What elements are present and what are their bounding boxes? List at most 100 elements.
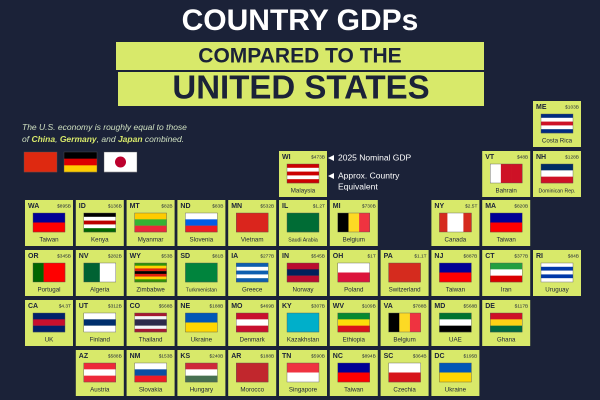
title-line-1: COUNTRY GDPs xyxy=(182,4,419,37)
country-name: Singapore xyxy=(289,387,318,394)
flag-stripe xyxy=(337,263,370,273)
flag-stripe xyxy=(185,263,218,283)
flag-stripe xyxy=(236,325,269,333)
flag-border xyxy=(185,312,218,333)
flag-stripe xyxy=(439,272,472,283)
country-name: Iran xyxy=(501,287,512,294)
country-name: Czechia xyxy=(393,387,416,394)
flag-stripe xyxy=(439,325,472,333)
flag-stripe xyxy=(388,313,400,332)
flag-stripe xyxy=(399,313,411,332)
country-name: Costa Rica xyxy=(542,138,573,145)
flag-stripe xyxy=(337,319,370,326)
flag-stripe xyxy=(490,313,523,320)
flag-stripe xyxy=(447,213,456,232)
country-name: Denmark xyxy=(240,337,266,344)
flag-stripe xyxy=(439,263,472,273)
state-abbr: MI xyxy=(333,203,341,210)
state-tile: VT $48B Bahrain xyxy=(482,151,531,197)
country-name: Saudi Arabia xyxy=(288,237,318,243)
state-tile: CT $377B Iran xyxy=(482,250,531,296)
flag xyxy=(235,362,269,383)
flag xyxy=(337,212,370,233)
flag-stripe xyxy=(134,263,167,266)
flag-stripe xyxy=(83,220,116,225)
flag xyxy=(235,212,269,233)
flag-border xyxy=(63,151,98,173)
state-abbr: MO xyxy=(231,303,243,310)
legend-gdp: 2025 Nominal GDP xyxy=(338,152,412,162)
state-tile: CA $4.3T UK xyxy=(25,300,73,346)
flag xyxy=(185,212,218,233)
flag-border xyxy=(337,312,370,333)
country-name: Bahrain xyxy=(496,188,518,195)
flag-border xyxy=(235,312,269,333)
flag-stripe xyxy=(490,325,523,333)
flag xyxy=(185,262,218,283)
title-box-2 xyxy=(116,42,484,70)
flag-emblem xyxy=(115,156,126,168)
state-gdp: $1.2T xyxy=(313,203,325,209)
state-abbr: NH xyxy=(536,154,546,161)
flag xyxy=(439,212,472,233)
country-name: Kazakhstan xyxy=(287,337,320,344)
state-abbr: NM xyxy=(130,353,141,360)
intro-segment: , and xyxy=(97,134,118,144)
state-gdp: $128B xyxy=(565,154,579,160)
country-name: Turkmenistan xyxy=(186,287,217,293)
state-tile: WY $53B Zimbabwe xyxy=(126,250,175,296)
state-tile: PA $1.1T Switzerland xyxy=(380,250,429,296)
state-gdp: $469B xyxy=(260,303,274,309)
flag-stripe xyxy=(134,363,167,370)
state-tile: MI $730B Belgium xyxy=(329,200,378,246)
flag-border xyxy=(337,362,370,383)
country-name: Ethiopia xyxy=(343,337,366,344)
state-abbr: MA xyxy=(485,203,496,210)
state-gdp: $588B xyxy=(108,353,122,359)
flag xyxy=(540,163,574,184)
state-gdp: $590B xyxy=(311,353,325,359)
country-name: Vietnam xyxy=(241,237,264,244)
flag-stripe xyxy=(83,213,116,217)
flag-stripe xyxy=(287,171,319,176)
flag xyxy=(23,151,58,173)
flag-border xyxy=(388,262,421,283)
flag-stripe xyxy=(287,313,319,333)
flag-stripe xyxy=(33,222,65,233)
flag-stripe xyxy=(185,375,218,383)
flag-stripe xyxy=(64,165,97,173)
state-tile: OH $1T Poland xyxy=(329,250,378,296)
state-tile: WI $473B Malaysia xyxy=(279,151,327,197)
flag-stripe xyxy=(287,263,319,270)
state-tile: MT $82B Myanmar xyxy=(126,200,175,246)
flag xyxy=(439,362,472,383)
state-gdp: $345B xyxy=(57,253,71,259)
state-abbr: MN xyxy=(231,203,242,210)
state-tile: NM $153B Slovakia xyxy=(126,350,175,396)
flag-stripe xyxy=(33,263,44,282)
state-gdp: $532B xyxy=(260,203,274,209)
state-tile: WV $109B Ethiopia xyxy=(329,300,378,346)
state-tile: IL $1.2T Saudi Arabia xyxy=(279,200,327,246)
flag-stripe xyxy=(236,278,269,283)
title-line-2: COMPARED TO THE xyxy=(198,45,401,68)
state-gdp: $895B xyxy=(57,203,71,209)
state-gdp: $568B xyxy=(159,303,173,309)
intro-text: of China, Germany, and Japan combined. xyxy=(22,134,184,144)
state-tile: OR $345B Portugal xyxy=(25,250,73,296)
state-gdp: $82B xyxy=(161,203,172,209)
flag xyxy=(286,362,320,383)
country-name: Ukraine xyxy=(191,337,213,344)
state-gdp: $820B xyxy=(514,203,528,209)
flag-border xyxy=(235,362,269,383)
legend-arrow xyxy=(328,173,334,179)
flag-stripe xyxy=(287,269,319,276)
country-name: Myanmar xyxy=(138,237,164,244)
state-gdp: $2.5T xyxy=(465,203,477,209)
state-gdp: $277B xyxy=(260,253,274,259)
state-gdp: $153B xyxy=(159,353,173,359)
flag-stripe xyxy=(134,273,167,277)
flag-stripe xyxy=(33,319,65,326)
state-gdp: $307B xyxy=(311,303,325,309)
flag-stripe xyxy=(541,274,573,279)
